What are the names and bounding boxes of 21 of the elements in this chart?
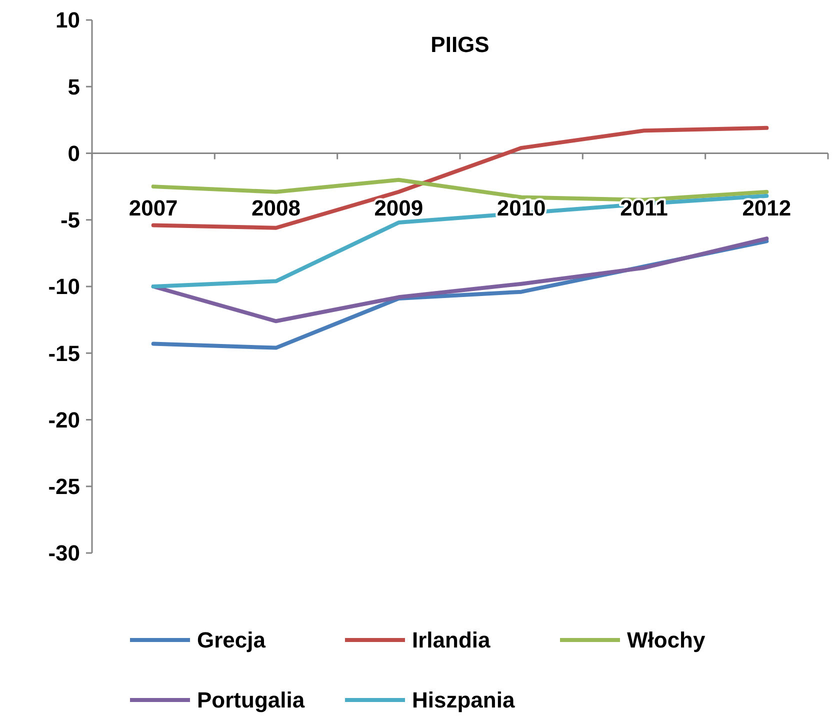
text: PIIGS — [430, 32, 490, 57]
y-tick-label: -30 — [48, 540, 80, 566]
legend-label: Irlandia — [412, 628, 492, 653]
legend-label: Grecja — [197, 628, 266, 653]
legend-label: Portugalia — [197, 688, 306, 713]
x-tick-label: 2007 — [128, 195, 178, 220]
line-series — [151, 236, 769, 324]
x-tick-label: 2009 — [374, 195, 424, 220]
y-tick-label: -15 — [48, 340, 80, 366]
y-tick-label: 5 — [68, 74, 80, 100]
line-series — [151, 178, 769, 202]
y-tick-label: -10 — [48, 274, 80, 300]
legend-label: Hiszpania — [412, 688, 516, 713]
y-tick-label: -5 — [60, 208, 80, 233]
legend-label: Włochy — [627, 628, 706, 653]
x-tick-label: 2012 — [742, 195, 792, 220]
y-tick-label: 0 — [68, 140, 80, 166]
x-tick-label: 2008 — [252, 195, 300, 220]
y-tick-label: -25 — [48, 474, 80, 500]
y-tick-label: 10 — [56, 8, 80, 33]
y-tick-label: -20 — [48, 407, 80, 432]
